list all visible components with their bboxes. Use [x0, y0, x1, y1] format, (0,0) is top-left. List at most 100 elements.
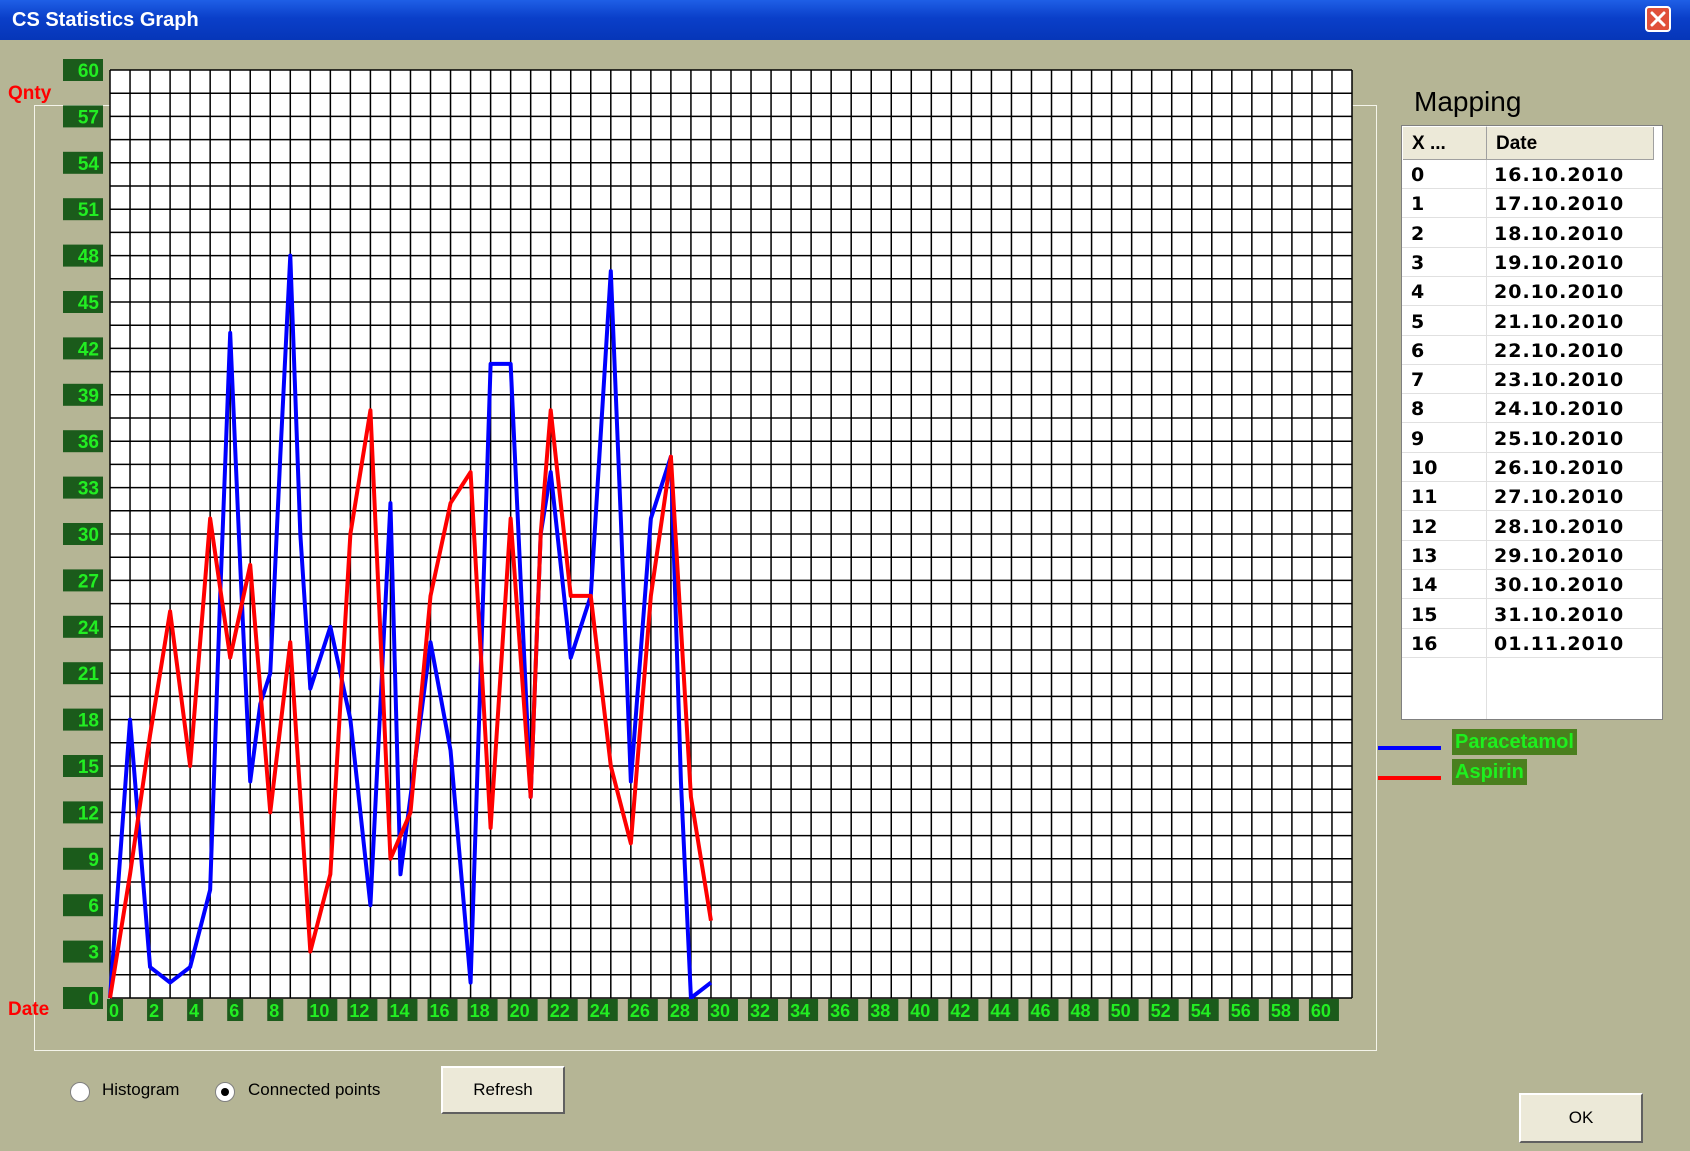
- table-row[interactable]: 9 25.10.2010: [1402, 424, 1662, 453]
- mapping-title: Mapping: [1414, 86, 1522, 117]
- y-tick-badge: [63, 569, 103, 592]
- x-tick-badge: [187, 999, 204, 1021]
- row-x-cell: 15: [1411, 603, 1438, 626]
- row-x-cell: 3: [1411, 251, 1425, 274]
- x-tick-label: 60: [1311, 1001, 1331, 1021]
- close-button[interactable]: [1645, 6, 1671, 32]
- x-tick-badge: [587, 999, 618, 1021]
- legend-line-aspirin: [1378, 776, 1441, 780]
- ok-button[interactable]: OK: [1519, 1093, 1643, 1143]
- x-tick-label: 50: [1111, 1001, 1131, 1021]
- x-tick-label: 32: [750, 1001, 770, 1021]
- row-x-cell: 1: [1411, 193, 1425, 216]
- row-x-cell: 14: [1411, 574, 1438, 597]
- table-row[interactable]: 1 17.10.2010: [1402, 189, 1662, 219]
- x-tick-badge: [347, 999, 378, 1021]
- legend-line-paracetamol: [1378, 746, 1441, 750]
- x-tick-badge: [1228, 999, 1259, 1021]
- table-row[interactable]: 16 01.11.2010: [1402, 629, 1662, 658]
- x-tick-badge: [788, 999, 819, 1021]
- table-row[interactable]: 2 18.10.2010: [1402, 219, 1662, 248]
- row-date-cell: 23.10.2010: [1494, 369, 1625, 392]
- table-row[interactable]: 6 22.10.2010: [1402, 336, 1662, 365]
- x-tick-badge: [307, 999, 338, 1021]
- x-tick-label: 18: [470, 1001, 490, 1021]
- x-tick-badge: [908, 999, 939, 1021]
- row-x-cell: 16: [1411, 632, 1438, 655]
- column-header-x[interactable]: X ...: [1403, 127, 1487, 160]
- column-header-date[interactable]: Date: [1487, 127, 1654, 160]
- series-line-paracetamol: [108, 253, 713, 1000]
- y-tick-badge: [63, 198, 103, 221]
- y-tick-badge: [63, 894, 103, 917]
- table-row[interactable]: 10 26.10.2010: [1402, 453, 1662, 482]
- y-tick-label: 24: [78, 618, 100, 639]
- row-x-cell: 2: [1411, 222, 1425, 245]
- x-tick-label: 14: [389, 1001, 409, 1021]
- table-row[interactable]: 4 20.10.2010: [1402, 277, 1662, 307]
- table-row[interactable]: 12 28.10.2010: [1402, 512, 1662, 541]
- x-tick-badge: [1188, 999, 1219, 1021]
- x-tick-label: 48: [1071, 1001, 1091, 1021]
- row-x-cell: 11: [1411, 486, 1438, 509]
- x-tick-label: 16: [430, 1001, 450, 1021]
- y-tick-label: 51: [78, 200, 100, 221]
- x-tick-label: 52: [1151, 1001, 1171, 1021]
- row-date-cell: 31.10.2010: [1494, 603, 1625, 626]
- x-tick-badge: [507, 999, 538, 1021]
- table-row[interactable]: 7 23.10.2010: [1402, 365, 1662, 395]
- y-tick-label: 39: [78, 386, 99, 407]
- x-tick-badge: [467, 999, 498, 1021]
- y-tick-badge: [63, 430, 103, 453]
- y-tick-label: 0: [88, 989, 99, 1010]
- row-x-cell: 13: [1411, 544, 1438, 567]
- x-tick-badge: [147, 999, 164, 1021]
- x-tick-label: 36: [830, 1001, 850, 1021]
- y-tick-label: 48: [78, 247, 99, 268]
- x-tick-badge: [868, 999, 899, 1021]
- table-row[interactable]: 11 27.10.2010: [1402, 482, 1662, 512]
- x-tick-badge: [547, 999, 578, 1021]
- histogram-radio[interactable]: [70, 1082, 90, 1102]
- table-row[interactable]: 3 19.10.2010: [1402, 248, 1662, 277]
- refresh-button[interactable]: Refresh: [441, 1066, 565, 1114]
- x-tick-label: 46: [1030, 1001, 1050, 1021]
- title-bar: CS Statistics Graph: [0, 0, 1690, 40]
- row-date-cell: 24.10.2010: [1494, 398, 1625, 421]
- y-tick-badge: [63, 291, 103, 313]
- y-tick-label: 9: [88, 850, 99, 871]
- row-date-cell: 17.10.2010: [1494, 193, 1625, 216]
- x-tick-label: 58: [1271, 1001, 1291, 1021]
- x-tick-badge: [107, 999, 123, 1021]
- table-row[interactable]: 15 31.10.2010: [1402, 600, 1662, 629]
- y-tick-badge: [63, 662, 103, 685]
- x-tick-label: 10: [309, 1001, 329, 1021]
- row-date-cell: 16.10.2010: [1494, 164, 1625, 186]
- x-tick-badge: [988, 999, 1019, 1021]
- x-tick-label: 56: [1231, 1001, 1251, 1021]
- row-x-cell: 4: [1411, 281, 1425, 304]
- y-tick-label: 18: [78, 711, 99, 732]
- row-x-cell: 8: [1411, 398, 1425, 421]
- table-row[interactable]: 13 29.10.2010: [1402, 541, 1662, 570]
- legend-label-aspirin: Aspirin: [1452, 759, 1527, 785]
- table-row[interactable]: 0 16.10.2010: [1402, 160, 1662, 189]
- y-tick-label: 15: [78, 757, 100, 778]
- y-tick-badge: [63, 615, 103, 638]
- table-row[interactable]: 14 30.10.2010: [1402, 570, 1662, 600]
- row-date-cell: 19.10.2010: [1494, 251, 1625, 274]
- x-tick-badge: [707, 999, 738, 1021]
- x-tick-label: 6: [229, 1001, 239, 1021]
- y-tick-label: 42: [78, 339, 99, 360]
- row-x-cell: 7: [1411, 369, 1425, 392]
- table-row[interactable]: 5 21.10.2010: [1402, 307, 1662, 336]
- x-tick-badge: [1028, 999, 1059, 1021]
- y-tick-badge: [63, 244, 103, 267]
- x-tick-label: 28: [670, 1001, 690, 1021]
- y-tick-label: 33: [78, 479, 99, 500]
- x-tick-label: 4: [189, 1001, 199, 1021]
- row-date-cell: 20.10.2010: [1494, 281, 1625, 304]
- table-row[interactable]: 8 24.10.2010: [1402, 394, 1662, 424]
- connected-points-radio[interactable]: [215, 1082, 235, 1102]
